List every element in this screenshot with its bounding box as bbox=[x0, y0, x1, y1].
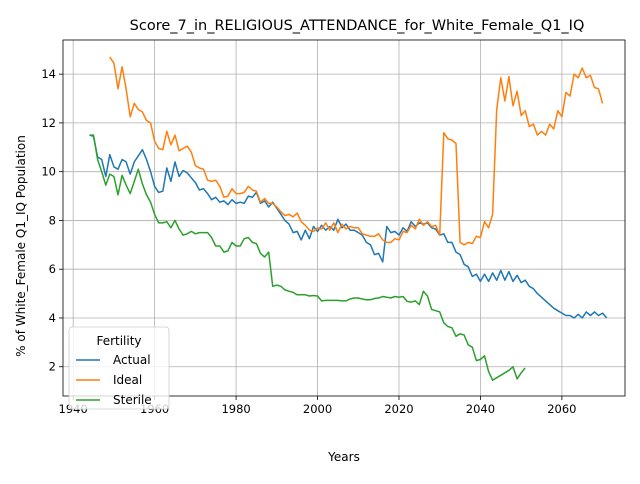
series-line-sterile bbox=[89, 134, 526, 381]
series-line-ideal bbox=[109, 56, 604, 246]
legend-label-sterile: Sterile bbox=[113, 393, 152, 407]
plot-frame bbox=[62, 39, 626, 397]
legend-items: Actual Ideal Sterile bbox=[76, 353, 152, 407]
legend: Fertility Actual Ideal Sterile bbox=[68, 326, 170, 410]
y-tick-label: 8 bbox=[49, 213, 56, 227]
y-tick-label: 6 bbox=[49, 262, 56, 276]
y-axis-label: % of White_Female Q1_IQ Population bbox=[14, 135, 28, 357]
series-lines bbox=[89, 56, 608, 381]
x-tick-label: 2040 bbox=[466, 402, 495, 416]
y-tick-label: 14 bbox=[41, 67, 56, 81]
legend-box bbox=[68, 326, 170, 410]
chart-title: Score_7_in_RELIGIOUS_ATTENDANCE_for_Whit… bbox=[130, 18, 585, 34]
y-axis-ticks: 2 4 6 8 10 12 14 bbox=[41, 67, 63, 374]
x-axis-label: Years bbox=[327, 450, 360, 464]
y-tick-label: 12 bbox=[41, 116, 56, 130]
x-tick-label: 2000 bbox=[303, 402, 332, 416]
y-tick-label: 2 bbox=[49, 360, 56, 374]
legend-label-ideal: Ideal bbox=[113, 373, 142, 387]
x-tick-label: 2060 bbox=[547, 402, 576, 416]
x-tick-label: 2020 bbox=[384, 402, 413, 416]
y-tick-label: 10 bbox=[41, 165, 56, 179]
x-tick-label: 1980 bbox=[221, 402, 250, 416]
legend-label-actual: Actual bbox=[113, 353, 151, 367]
y-tick-label: 4 bbox=[49, 311, 56, 325]
legend-title: Fertility bbox=[96, 334, 141, 348]
